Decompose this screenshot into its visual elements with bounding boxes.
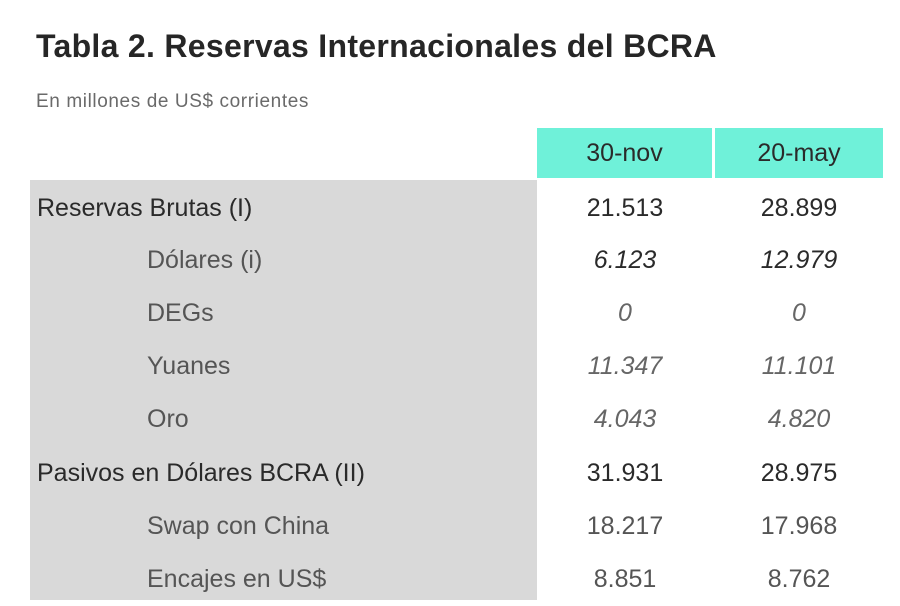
cell-value: 8.762 — [767, 565, 831, 593]
row-label: Reservas Brutas (I) — [37, 194, 253, 222]
table-title: Tabla 2. Reservas Internacionales del BC… — [36, 28, 717, 64]
cell-value: 21.513 — [586, 194, 664, 222]
row-label: Swap con China — [147, 512, 330, 540]
row-label: Dólares (i) — [147, 246, 263, 274]
row-label: DEGs — [147, 299, 214, 327]
cell-value: 8.851 — [593, 565, 657, 593]
column-header-20-may: 20-may — [715, 128, 883, 178]
cell-value: 12.979 — [760, 246, 838, 274]
cell-value: 6.123 — [593, 246, 657, 274]
table-row: Pasivos en Dólares BCRA (II) 31.931 28.9… — [0, 447, 900, 500]
cell-value: 31.931 — [586, 459, 664, 487]
row-label: Pasivos en Dólares BCRA (II) — [37, 459, 365, 487]
cell-value: 0 — [618, 299, 632, 327]
table-row: Oro 4.043 4.820 — [0, 393, 900, 446]
row-label: Yuanes — [147, 352, 231, 380]
cell-value: 0 — [792, 299, 806, 327]
row-label: Oro — [147, 405, 189, 433]
row-labels-background — [30, 180, 537, 600]
cell-value: 18.217 — [586, 512, 664, 540]
table-row: Swap con China 18.217 17.968 — [0, 500, 900, 553]
cell-value: 28.899 — [760, 194, 838, 222]
cell-value: 28.975 — [760, 459, 838, 487]
table-subtitle: En millones de US$ corrientes — [36, 91, 309, 112]
cell-value: 11.347 — [587, 352, 663, 380]
cell-value: 17.968 — [760, 512, 838, 540]
cell-value: 11.101 — [761, 352, 837, 380]
cell-value: 4.820 — [767, 405, 831, 433]
table-row: Dólares (i) 6.123 12.979 — [0, 234, 900, 287]
table-row: Reservas Brutas (I) 21.513 28.899 — [0, 182, 900, 235]
row-label: Encajes en US$ — [147, 565, 327, 593]
table-row: Yuanes 11.347 11.101 — [0, 340, 900, 393]
table-row: DEGs 0 0 — [0, 287, 900, 340]
table-row: Encajes en US$ 8.851 8.762 — [0, 553, 900, 606]
column-header-30-nov: 30-nov — [537, 128, 712, 178]
cell-value: 4.043 — [593, 405, 657, 433]
